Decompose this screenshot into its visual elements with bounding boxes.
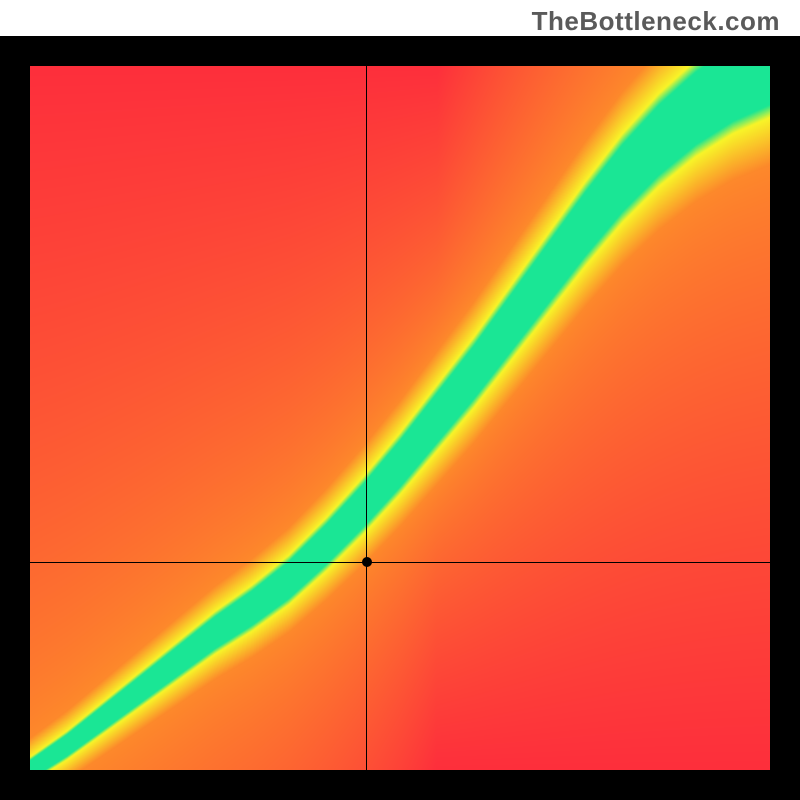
crosshair-horizontal: [30, 562, 770, 563]
watermark-text: TheBottleneck.com: [532, 6, 780, 37]
chart-plot-area: [30, 66, 770, 770]
chart-container: TheBottleneck.com: [0, 0, 800, 800]
chart-outer-frame: [0, 36, 800, 800]
crosshair-vertical: [366, 66, 367, 770]
crosshair-dot: [362, 557, 372, 567]
heatmap-canvas: [30, 66, 770, 770]
